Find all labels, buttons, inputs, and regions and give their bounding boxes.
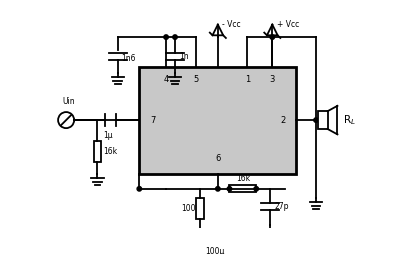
Circle shape [173,35,177,39]
Text: 27p: 27p [275,202,290,211]
Text: 1n6: 1n6 [122,54,136,63]
Text: 100: 100 [181,204,196,213]
Text: 3: 3 [270,75,275,85]
Text: Uin: Uin [62,97,75,106]
Circle shape [314,118,318,122]
Text: 16k: 16k [103,147,117,156]
Text: 1μ: 1μ [103,131,113,140]
Circle shape [270,35,274,39]
Text: 1n: 1n [180,52,189,61]
Text: 5: 5 [193,75,198,85]
Text: 7: 7 [150,116,155,125]
Text: 100μ: 100μ [205,247,225,254]
Circle shape [254,187,258,191]
Circle shape [164,35,168,39]
Text: 1: 1 [245,75,250,85]
Bar [94,141,101,162]
Bar [230,185,256,192]
Bar [318,111,328,129]
Circle shape [137,187,142,191]
Text: - Vcc: - Vcc [222,20,241,29]
Text: 6: 6 [215,154,220,163]
Bar [196,198,204,219]
Text: + Vcc: + Vcc [277,20,299,29]
Text: 2: 2 [280,116,286,125]
Circle shape [216,187,220,191]
Bar [139,67,296,174]
Text: 16k: 16k [236,174,250,183]
Text: 4: 4 [164,75,169,85]
Circle shape [227,187,232,191]
Text: R$_L$: R$_L$ [343,113,356,127]
